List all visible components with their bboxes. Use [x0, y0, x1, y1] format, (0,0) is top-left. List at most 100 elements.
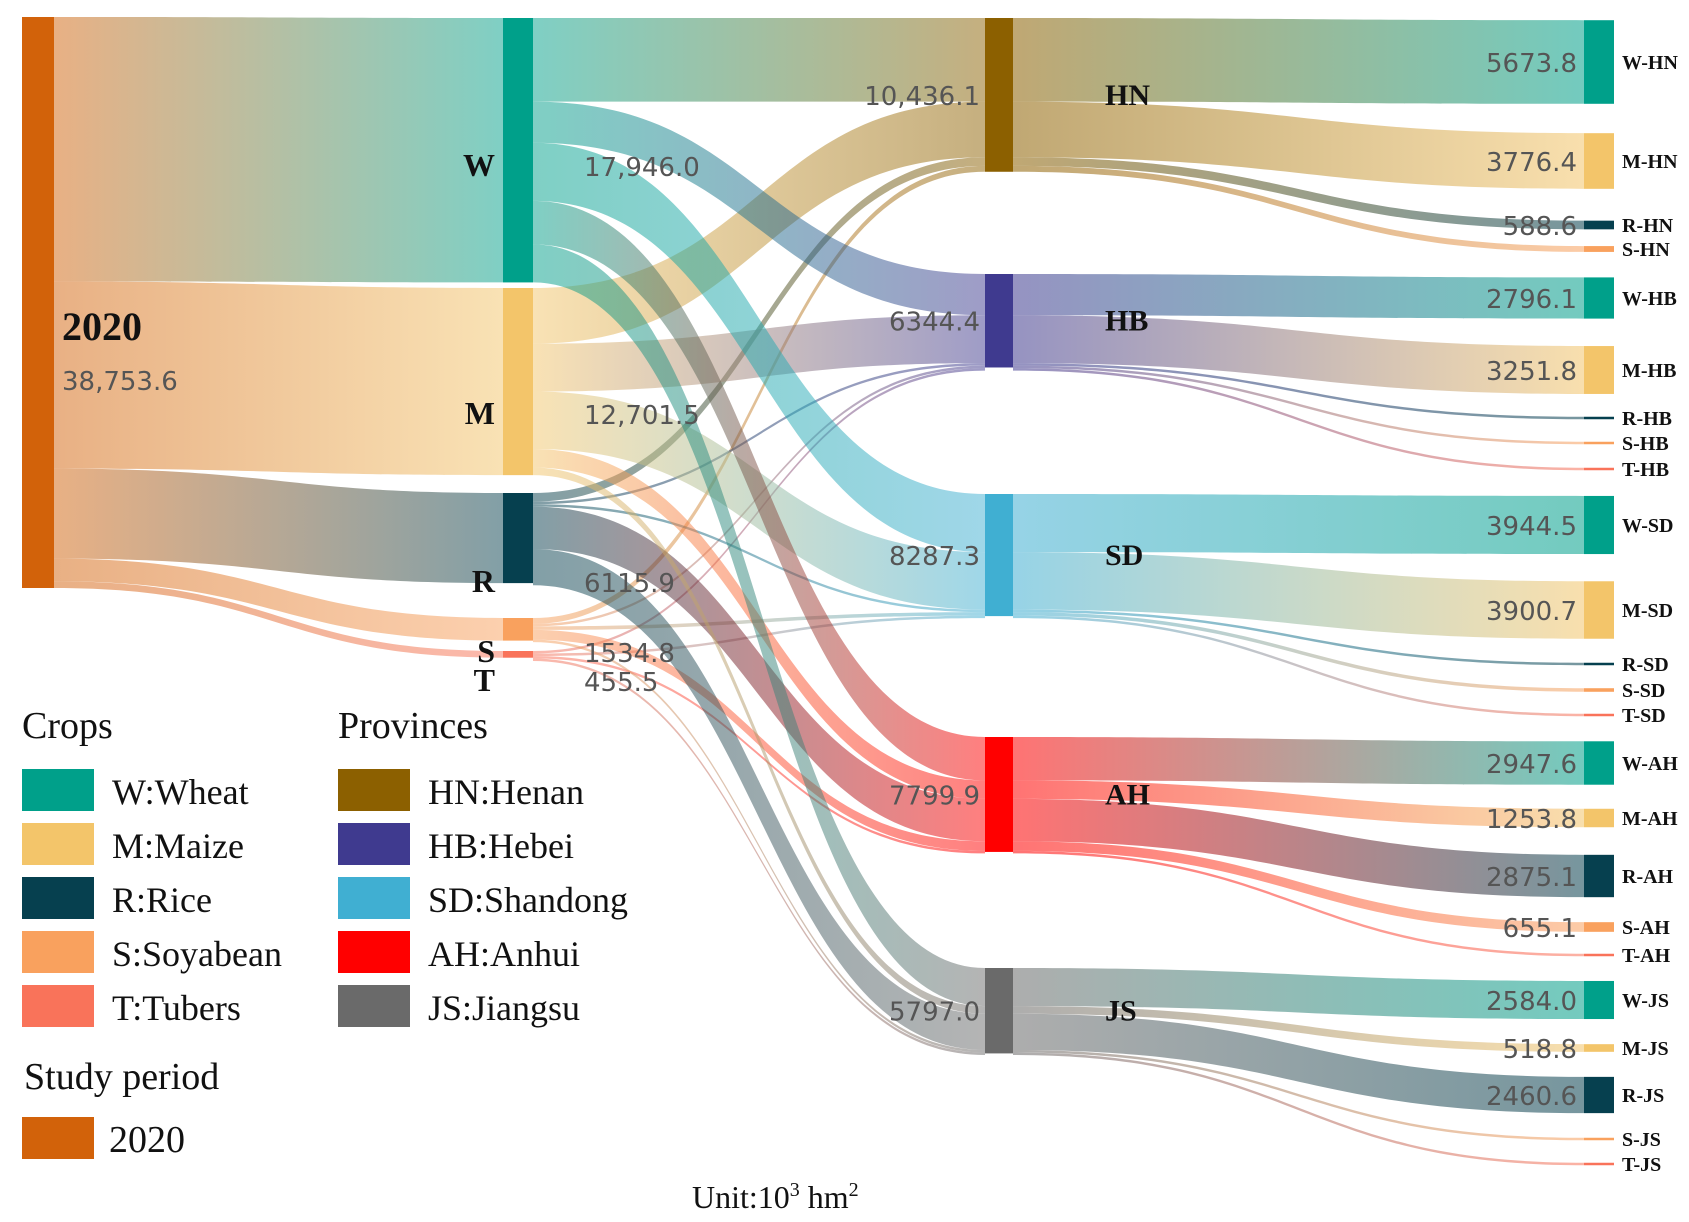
- node-value-2020: 38,753.6: [62, 367, 178, 397]
- legend-label-SD: SD:Shandong: [428, 880, 628, 920]
- node-province-HN: [985, 18, 1013, 172]
- node-label-2020: 2020: [62, 304, 142, 349]
- node-value-province-JS: 5797.0: [889, 998, 980, 1028]
- link-R-HB: [533, 363, 985, 505]
- node-label-out-M-HN: M-HN: [1622, 151, 1678, 173]
- sankey-nodes: [22, 17, 1614, 1166]
- node-label-crop-M: M: [465, 395, 495, 431]
- node-label-out-M-SD: M-SD: [1622, 600, 1673, 622]
- legend-period-title: Study period: [24, 1056, 219, 1098]
- node-label-out-S-JS: S-JS: [1622, 1129, 1661, 1151]
- legend-swatch-M: [22, 823, 94, 865]
- link-2020-T: [54, 581, 503, 658]
- link-2020-W: [54, 17, 503, 283]
- node-out-M-JS: [1584, 1044, 1614, 1052]
- link-out-S-HN: [1013, 165, 1584, 252]
- node-label-out-R-JS: R-JS: [1622, 1085, 1664, 1107]
- node-value-out-W-SD: 3944.5: [1486, 512, 1577, 542]
- node-crop-R: [503, 493, 533, 584]
- legend-period-label: 2020: [109, 1119, 185, 1161]
- node-label-province-SD: SD: [1105, 539, 1143, 572]
- node-value-out-M-AH: 1253.8: [1486, 805, 1577, 835]
- link-out-T-JS: [1013, 1052, 1584, 1166]
- legend-provinces: HN:Henan HB:Hebei SD:Shandong AH:Anhui JS:Ji…: [338, 769, 628, 1028]
- link-out-R-HN: [1013, 157, 1584, 230]
- node-label-out-M-JS: M-JS: [1622, 1038, 1669, 1060]
- node-label-province-JS: JS: [1105, 995, 1137, 1028]
- link-R-JS: [533, 549, 985, 1050]
- node-value-out-W-HB: 2796.1: [1486, 285, 1577, 315]
- node-label-out-S-AH: S-AH: [1622, 917, 1670, 939]
- legend-label-W: W:Wheat: [112, 772, 249, 812]
- node-province-AH: [985, 737, 1013, 852]
- node-value-province-HB: 6344.4: [889, 308, 980, 338]
- link-out-M-HN: [1013, 101, 1584, 189]
- link-out-S-JS: [1013, 1049, 1584, 1141]
- link-2020-S: [54, 558, 503, 641]
- node-label-out-W-JS: W-JS: [1622, 990, 1669, 1012]
- node-label-out-S-HB: S-HB: [1622, 433, 1669, 455]
- link-out-W-HN: [1013, 18, 1584, 104]
- node-out-W-HB: [1584, 277, 1614, 319]
- node-out-M-AH: [1584, 808, 1614, 828]
- link-out-S-AH: [1013, 841, 1584, 932]
- node-label-crop-R: R: [472, 563, 496, 599]
- link-out-T-SD: [1013, 615, 1584, 717]
- node-province-SD: [985, 494, 1013, 617]
- legend-crops: W:Wheat M:Maize R:Rice S:Soyabean T:Tubers: [22, 769, 282, 1028]
- node-label-out-R-SD: R-SD: [1622, 654, 1669, 676]
- node-label-crop-W: W: [463, 147, 495, 183]
- node-out-S-AH: [1584, 922, 1614, 932]
- link-S-JS: [533, 639, 985, 1053]
- node-out-W-AH: [1584, 741, 1614, 785]
- link-W-HN: [533, 18, 985, 102]
- legend-crops-title: Crops: [22, 705, 113, 747]
- node-label-out-T-HB: T-HB: [1622, 459, 1669, 481]
- unit-label-sup1: 3: [790, 1179, 800, 1201]
- legend-label-AH: AH:Anhui: [428, 934, 580, 974]
- node-out-M-SD: [1584, 581, 1614, 639]
- link-W-SD: [533, 142, 985, 553]
- node-out-R-JS: [1584, 1076, 1614, 1114]
- legend-swatch-AH: [338, 931, 410, 973]
- legend-label-R: R:Rice: [112, 880, 212, 920]
- link-out-M-AH: [1013, 780, 1584, 828]
- node-value-crop-T: 455.5: [584, 668, 658, 698]
- link-out-R-SD: [1013, 609, 1584, 666]
- unit-label-mid: hm: [800, 1179, 849, 1215]
- node-label-out-S-HN: S-HN: [1622, 239, 1670, 261]
- link-out-T-AH: [1013, 850, 1584, 957]
- legend: Crops W:Wheat M:Maize R:Rice S:Soyabean T:Tu…: [22, 705, 628, 1161]
- link-W-AH: [533, 200, 985, 781]
- node-province-HB: [985, 274, 1013, 368]
- legend-label-JS: JS:Jiangsu: [428, 988, 580, 1028]
- node-value-out-R-JS: 2460.6: [1486, 1082, 1577, 1112]
- node-label-out-M-HB: M-HB: [1622, 360, 1676, 382]
- node-crop-M: [503, 288, 533, 476]
- link-out-R-AH: [1013, 798, 1584, 898]
- node-label-province-HN: HN: [1105, 79, 1150, 112]
- node-out-T-SD: [1584, 713, 1614, 717]
- node-2020: [22, 17, 54, 588]
- link-R-SD: [533, 504, 985, 613]
- legend-label-M: M:Maize: [112, 826, 244, 866]
- node-label-out-W-AH: W-AH: [1622, 753, 1678, 775]
- node-label-province-AH: AH: [1105, 778, 1150, 811]
- link-out-W-SD: [1013, 494, 1584, 555]
- node-out-R-SD: [1584, 662, 1614, 666]
- link-R-AH: [533, 506, 985, 842]
- legend-swatch-SD: [338, 877, 410, 919]
- node-value-crop-W: 17,946.0: [584, 153, 700, 183]
- node-value-out-M-JS: 518.8: [1503, 1035, 1577, 1065]
- unit-label: Unit:103 hm2: [692, 1179, 859, 1215]
- link-out-S-HB: [1013, 365, 1584, 445]
- node-label-out-W-HN: W-HN: [1622, 52, 1678, 74]
- node-value-out-R-HN: 588.6: [1503, 212, 1577, 242]
- unit-label-text: Unit:10: [692, 1179, 790, 1215]
- node-out-S-HB: [1584, 441, 1614, 445]
- node-out-S-JS: [1584, 1137, 1614, 1141]
- node-out-W-SD: [1584, 495, 1614, 555]
- node-out-R-AH: [1584, 854, 1614, 898]
- link-out-W-JS: [1013, 968, 1584, 1020]
